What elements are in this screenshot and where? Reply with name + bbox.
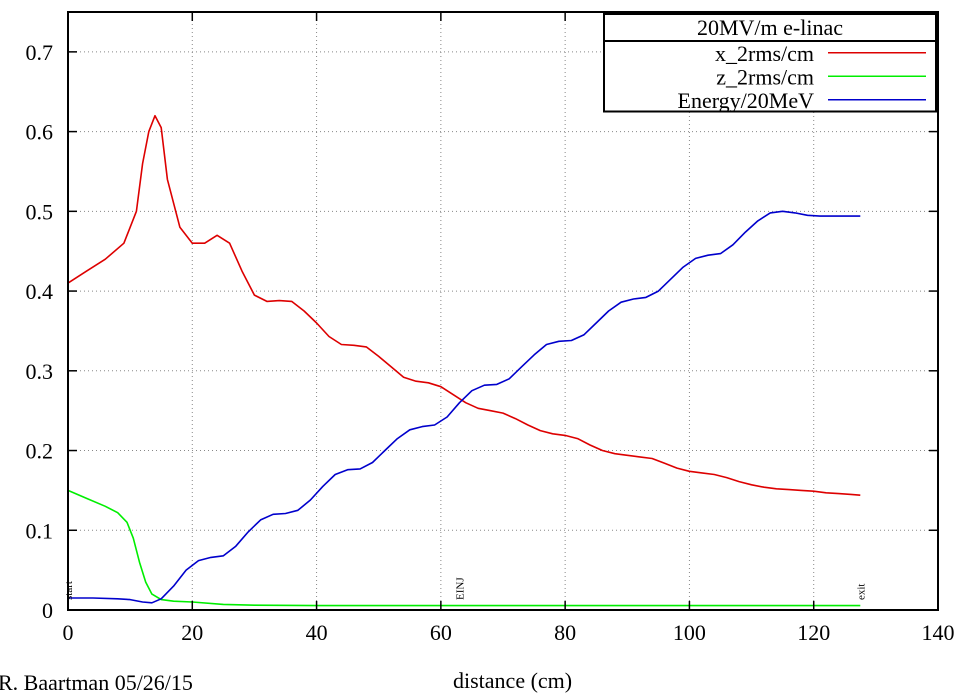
x-tick-label: 40 (306, 620, 328, 645)
axis-ticks: 0 20 40 60 80 100 120 140 0 0.1 0.2 0.3 0.4 0.5 0.6 0.7 (26, 12, 955, 645)
x-tick-label: 100 (673, 620, 706, 645)
y-tick-label: 0.1 (26, 518, 54, 543)
y-tick-label: 0.4 (26, 279, 54, 304)
y-tick-label: 0 (42, 598, 53, 623)
x-tick-label: 60 (430, 620, 452, 645)
x-tick-label: 140 (922, 620, 955, 645)
x-axis-label: distance (cm) (453, 668, 573, 693)
annotations-layer: start EINJ exit (63, 577, 867, 600)
x-tick-label: 120 (797, 620, 830, 645)
x-tick-label: 0 (63, 620, 74, 645)
y-tick-label: 0.3 (26, 359, 54, 384)
series-line-1 (67, 114, 861, 496)
plot-frame (67, 11, 939, 611)
legend: 20MV/m e-linacx_2rms/cmz_2rms/cmEnergy/2… (603, 13, 937, 113)
x-tick-label: 80 (554, 620, 576, 645)
legend-box (603, 13, 937, 113)
author-date-footer: R. Baartman 05/26/15 (0, 670, 193, 695)
y-tick-label: 0.2 (26, 439, 54, 464)
y-tick-label: 0.7 (26, 40, 54, 65)
series-layer (67, 114, 861, 607)
annotation-label: exit (855, 584, 867, 601)
legend-label-1: x_2rms/cm (715, 41, 814, 66)
legend-label-2: z_2rms/cm (716, 64, 814, 89)
series-line-3 (68, 210, 861, 604)
annotation-label: EINJ (455, 577, 467, 600)
y-tick-label: 0.6 (26, 120, 54, 145)
x-tick-label: 20 (181, 620, 203, 645)
y-tick-label: 0.5 (26, 199, 54, 224)
legend-title: 20MV/m e-linac (697, 15, 843, 40)
legend-label-3: Energy/20MeV (678, 88, 815, 113)
